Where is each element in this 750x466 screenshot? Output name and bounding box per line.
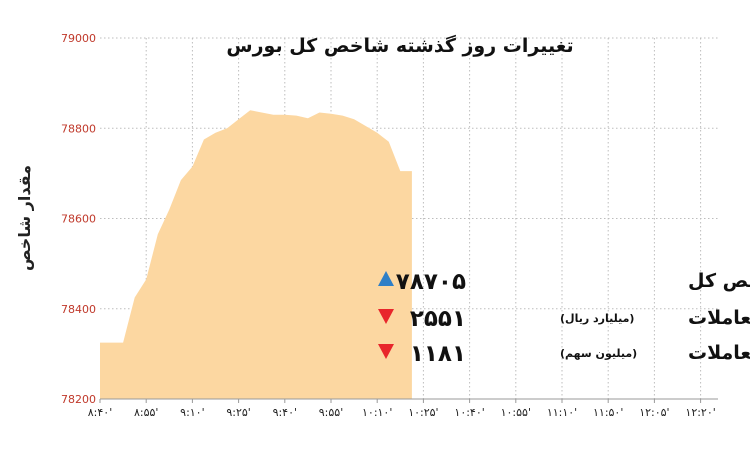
arrow-up-icon [378,271,394,286]
arrow-down-icon [378,309,394,324]
summary-value: ۱۱۸۱ [410,341,466,367]
summary-value: ۷۸۷۰۵ [396,269,466,295]
chart-title: تغییرات روز گذشته شاخص کل بورس [226,34,573,57]
x-tick-label: ۹:۲۵' [226,406,250,419]
x-tick-label: ۱۰:۴۰' [454,406,484,419]
summary-label: حجم معاملات [688,342,750,364]
summary-label: شاخص کل [688,270,750,292]
x-tick-label: ۱۲:۰۵' [639,406,669,419]
x-tick-label: ۸:۵۵' [134,406,158,419]
index-area-series [100,110,412,399]
y-tick-label: 79000 [61,32,96,45]
y-tick-label: 78600 [61,213,96,226]
x-tick-label: ۹:۵۵' [319,406,343,419]
x-tick-label: ۱۰:۵۵' [501,406,531,419]
summary-panel: شاخص کل ۷۸۷۰۵ ارزش معاملات (میلیارد ریال) ۲۵… [378,269,750,367]
summary-unit: (میلیون سهم) [560,347,637,360]
x-tick-label: ۱۱:۱۰' [547,406,577,419]
summary-unit: (میلیارد ریال) [560,312,634,325]
arrow-down-icon [378,344,394,359]
x-tick-label: ۸:۴۰' [88,406,112,419]
x-tick-label: ۱۲:۲۰' [685,406,715,419]
x-tick-label: ۱۰:۱۰' [362,406,392,419]
y-axis-ticks: 79000 78800 78600 78400 78200 [61,32,96,406]
x-tick-label: ۱۰:۲۵' [408,406,438,419]
summary-value: ۲۵۵۱ [410,306,466,332]
y-tick-label: 78800 [61,122,96,135]
y-axis-label: مقدار شاخص [15,165,34,271]
x-axis-ticks: ۸:۴۰' ۸:۵۵' ۹:۱۰' ۹:۲۵' ۹:۴۰' ۹:۵۵' ۱۰:۱۰' ۱۰:۲… [88,399,716,419]
y-tick-label: 78200 [61,393,96,406]
summary-label: ارزش معاملات [688,307,750,329]
x-tick-label: ۱۱:۵۰' [593,406,623,419]
x-tick-label: ۹:۴۰' [273,406,297,419]
x-tick-label: ۹:۱۰' [180,406,204,419]
y-tick-label: 78400 [61,303,96,316]
